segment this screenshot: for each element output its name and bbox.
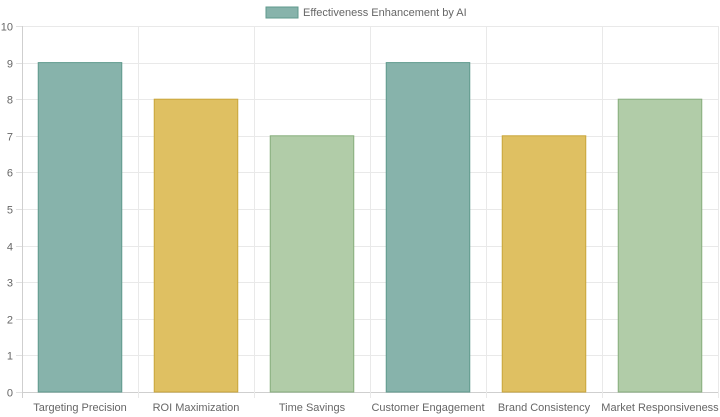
- x-tick-label: Market Responsiveness: [601, 402, 719, 414]
- y-tick-label: 6: [7, 168, 13, 180]
- grid-lines: [16, 26, 719, 398]
- bar-market-responsiveness[interactable]: [617, 98, 703, 393]
- bar-targeting-precision[interactable]: [37, 62, 123, 393]
- x-tick-label: ROI Maximization: [153, 402, 240, 414]
- bars: [37, 62, 703, 393]
- legend-swatch: [265, 6, 299, 19]
- y-tick-label: 1: [7, 351, 13, 363]
- bar-roi-maximization[interactable]: [153, 98, 239, 393]
- y-tick-label: 4: [7, 242, 13, 254]
- y-tick-label: 9: [7, 59, 13, 71]
- x-tick-label: Brand Consistency: [498, 402, 591, 414]
- y-tick-label: 8: [7, 95, 13, 107]
- bar-time-savings[interactable]: [269, 135, 355, 393]
- y-tick-label: 0: [7, 388, 13, 400]
- bar-customer-engagement[interactable]: [385, 62, 471, 393]
- y-axis-ticks: 0 1 2 3 4 5 6 7 8 9 10: [1, 22, 13, 400]
- y-tick-label: 10: [1, 22, 13, 34]
- legend-label: Effectiveness Enhancement by AI: [303, 7, 467, 19]
- x-axis-ticks: Targeting Precision ROI Maximization Time …: [33, 402, 719, 414]
- x-tick-label: Time Savings: [279, 402, 346, 414]
- x-tick-label: Customer Engagement: [371, 402, 484, 414]
- legend[interactable]: Effectiveness Enhancement by AI: [265, 6, 467, 19]
- x-tick-label: Targeting Precision: [33, 402, 127, 414]
- y-tick-label: 5: [7, 205, 13, 217]
- y-tick-label: 2: [7, 315, 13, 327]
- y-tick-label: 3: [7, 278, 13, 290]
- bar-brand-consistency[interactable]: [501, 135, 587, 393]
- y-tick-label: 7: [7, 132, 13, 144]
